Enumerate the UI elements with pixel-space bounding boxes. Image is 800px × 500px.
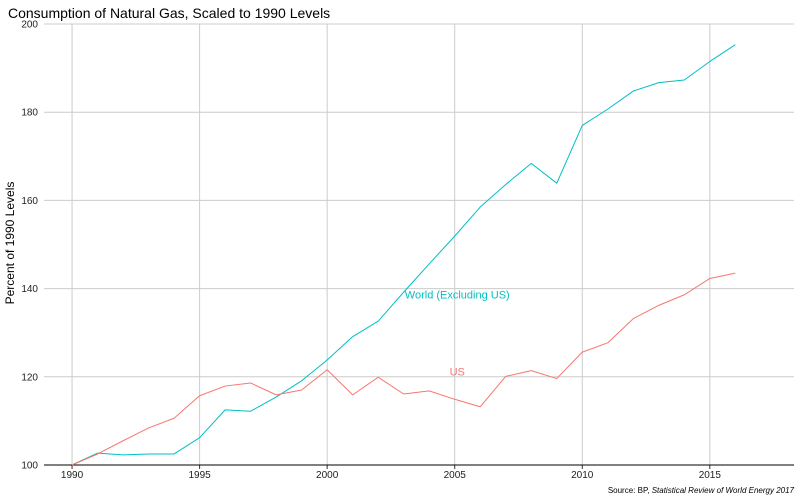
chart-title: Consumption of Natural Gas, Scaled to 19… bbox=[8, 5, 330, 21]
series-label: World (Excluding US) bbox=[405, 290, 510, 302]
y-tick-label: 160 bbox=[21, 196, 38, 207]
x-tick-label: 2005 bbox=[444, 470, 467, 481]
x-tick-label: 2010 bbox=[571, 470, 594, 481]
annotations: World (Excluding US) US bbox=[405, 290, 510, 379]
x-tick-label: 1995 bbox=[188, 470, 211, 481]
y-tick-label: 200 bbox=[21, 20, 38, 31]
y-tick-label: 100 bbox=[21, 461, 38, 472]
series-label: US bbox=[450, 366, 465, 378]
gridlines bbox=[44, 23, 794, 466]
axes: 100 120 140 160 180 200 1990 1995 2000 2005 2010 20… bbox=[21, 20, 794, 481]
series-layer bbox=[71, 44, 736, 466]
series-line-world-excluding-us bbox=[71, 44, 736, 466]
y-tick-label: 180 bbox=[21, 108, 38, 119]
source-publication: Statistical Review of World Energy 2017 bbox=[652, 486, 795, 495]
series-line-us bbox=[71, 272, 736, 466]
x-tick-label: 1990 bbox=[61, 470, 84, 481]
y-tick-label: 140 bbox=[21, 284, 38, 295]
source-prefix: Source: BP, bbox=[608, 486, 652, 495]
source-note: Source: BP, Statistical Review of World … bbox=[608, 486, 795, 495]
x-tick-label: 2015 bbox=[699, 470, 722, 481]
y-axis-label: Percent of 1990 Levels bbox=[3, 182, 17, 305]
y-tick-label: 120 bbox=[21, 372, 38, 383]
x-tick-label: 2000 bbox=[316, 470, 339, 481]
